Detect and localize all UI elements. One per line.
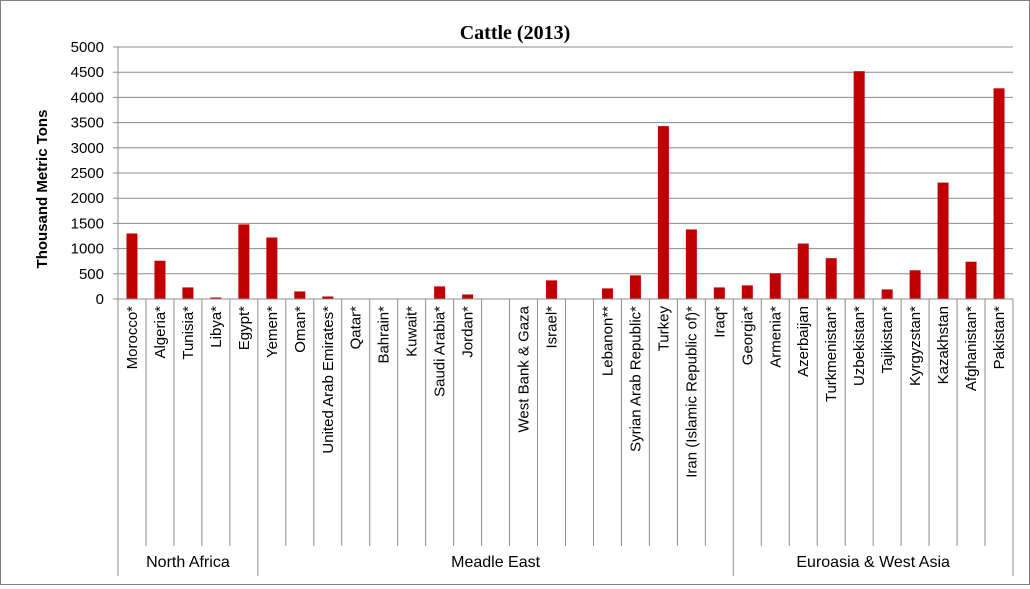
bar xyxy=(322,296,334,299)
y-tick-label: 3000 xyxy=(71,140,104,157)
bar xyxy=(993,88,1005,299)
bar xyxy=(685,229,697,299)
y-tick-label: 5000 xyxy=(71,39,104,56)
x-tick-label: Tajikistan* xyxy=(879,306,896,374)
x-tick-label: Armenia* xyxy=(767,306,784,368)
group-label: North Africa xyxy=(146,554,230,571)
x-tick-label: Kyrgyzstan* xyxy=(907,306,924,386)
bar xyxy=(462,294,474,299)
bar xyxy=(154,260,166,299)
x-tick-label: Qatar* xyxy=(348,306,365,350)
x-axis-tick-labels: Morocco* Algeria* Tunisia* Libya* Egypt* Yeme… xyxy=(124,305,1008,477)
x-tick-label: Bahrain* xyxy=(376,306,393,364)
x-tick-label: Algeria* xyxy=(152,306,169,359)
x-tick-label: Kazakhstan xyxy=(935,306,952,384)
x-tick-label: Lebanon** xyxy=(599,306,616,376)
bar xyxy=(601,288,613,299)
y-axis-label: Thousand Metric Tons xyxy=(34,110,51,269)
bar xyxy=(937,182,949,299)
bar xyxy=(657,126,669,300)
bar xyxy=(741,285,753,299)
bar xyxy=(126,233,138,299)
y-tick-label: 0 xyxy=(96,291,104,308)
bar xyxy=(909,270,921,299)
bar xyxy=(769,273,781,299)
x-tick-label: West Bank & Gaza xyxy=(516,305,533,432)
y-tick-label: 1500 xyxy=(71,215,104,232)
group-label: Meadle East xyxy=(451,554,540,571)
x-tick-label: Kuwait* xyxy=(404,306,421,357)
bar xyxy=(182,287,194,299)
y-tick-label: 3500 xyxy=(71,115,104,132)
bar xyxy=(546,280,558,299)
x-axis xyxy=(117,47,1014,576)
x-tick-label: Yemen* xyxy=(264,306,281,358)
bar xyxy=(965,261,977,299)
x-tick-label: Uzbekistan* xyxy=(851,306,868,386)
x-tick-label: Georgia* xyxy=(739,306,756,365)
bars xyxy=(126,71,1005,300)
bar xyxy=(797,243,809,299)
x-tick-label: Jordan* xyxy=(460,306,477,358)
bar xyxy=(853,71,865,299)
y-tick-label: 4000 xyxy=(71,89,104,106)
bar xyxy=(713,287,725,299)
bar xyxy=(434,286,446,299)
x-axis-group-labels: North Africa Meadle East Euroasia & West A… xyxy=(146,554,950,571)
x-tick-label: Saudi Arabia* xyxy=(432,306,449,397)
bar xyxy=(825,258,837,299)
x-tick-label: Azerbaijan xyxy=(795,306,812,377)
y-tick-label: 2500 xyxy=(71,165,104,182)
y-axis-ticks: 0 500 1000 1500 2000 2500 3000 3500 4000 4500 5000 xyxy=(71,39,118,308)
chart-title: Cattle (2013) xyxy=(460,22,571,44)
bar xyxy=(266,237,278,299)
x-tick-label: Iraq* xyxy=(711,306,728,338)
x-tick-label: Libya* xyxy=(208,306,225,348)
x-tick-label: Pakistan* xyxy=(991,306,1008,370)
x-tick-label: United Arab Emirates* xyxy=(320,306,337,454)
gridlines xyxy=(118,46,1013,300)
bar xyxy=(629,275,641,299)
y-tick-label: 2000 xyxy=(71,190,104,207)
x-tick-label: Syrian Arab Republic* xyxy=(627,306,644,452)
bar xyxy=(210,297,222,299)
y-tick-label: 4500 xyxy=(71,64,104,81)
x-tick-label: Egypt* xyxy=(236,306,253,350)
x-tick-label: Morocco* xyxy=(124,306,141,370)
bar xyxy=(238,224,250,299)
x-tick-label: Tunisia* xyxy=(180,306,197,360)
y-tick-label: 1000 xyxy=(71,241,104,258)
x-tick-label: Turkey xyxy=(655,306,672,352)
x-tick-label: Turkmenistan* xyxy=(823,306,840,402)
x-tick-label: Oman* xyxy=(292,306,309,353)
bar xyxy=(294,291,306,299)
x-tick-label: Afghanistan* xyxy=(963,306,980,391)
x-tick-label: Israel* xyxy=(544,306,561,349)
bar xyxy=(881,289,893,299)
group-label: Euroasia & West Asia xyxy=(796,554,950,571)
x-tick-label: Iran (Islamic Republic of)* xyxy=(683,306,700,478)
y-tick-label: 500 xyxy=(79,266,104,283)
